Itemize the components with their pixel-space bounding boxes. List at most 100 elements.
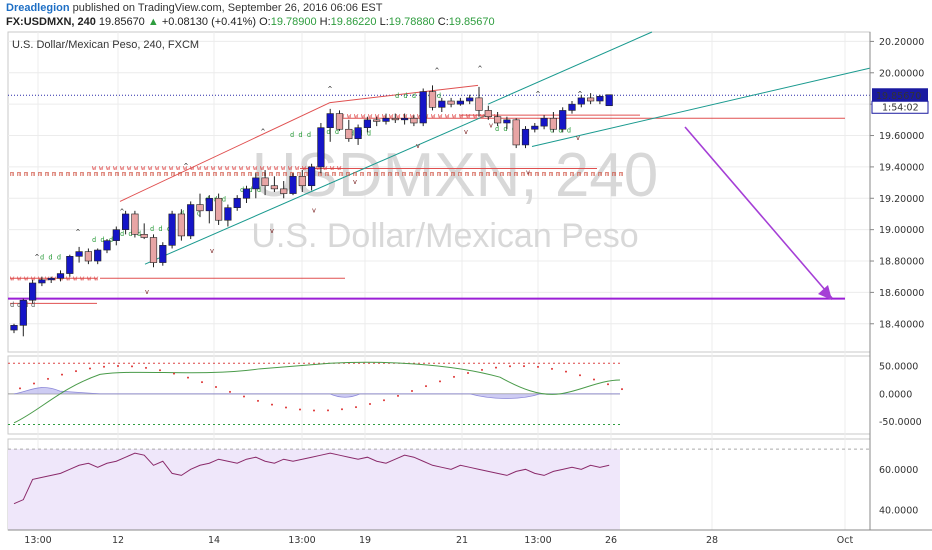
osc-dot (523, 365, 525, 368)
signal-mark: m (185, 170, 189, 178)
osc-dot (411, 390, 413, 393)
candle-body (19, 299, 27, 326)
signal-mark: m (24, 170, 28, 178)
candle-body (103, 240, 111, 251)
candle-body (419, 91, 427, 124)
candle-body (177, 213, 186, 237)
signal-mark: d (31, 301, 35, 309)
candle-body (475, 97, 483, 111)
candle-body (549, 117, 557, 130)
osc-dot (201, 381, 203, 384)
signal-mark: m (241, 170, 245, 178)
y-tick-label: 19.40000 (879, 162, 924, 173)
signal-mark: m (591, 170, 595, 178)
x-tick-label: 28 (706, 535, 718, 546)
candle-body (94, 249, 102, 262)
price-axis[interactable]: 20.2000020.0000019.8000019.6000019.40000… (869, 32, 929, 530)
signal-mark: w (120, 164, 125, 172)
signal-mark: m (507, 170, 511, 178)
signal-mark: m (80, 170, 84, 178)
signal-mark: m (486, 170, 490, 178)
osc-dot (551, 367, 553, 370)
chart-title: U.S. Dollar/Mexican Peso, 240, FXCM (12, 39, 199, 51)
candle-body (400, 117, 409, 121)
signal-mark: w (141, 164, 146, 172)
candle-body (493, 116, 502, 124)
axis-background (870, 32, 932, 530)
signal-mark: m (52, 170, 56, 178)
osc-dot (327, 409, 329, 412)
signal-mark: w (162, 164, 167, 172)
time-axis[interactable]: 13:00 12 14 13:00 19 21 13:00 26 28 Oct (8, 529, 932, 546)
signal-mark: m (612, 170, 616, 178)
signal-mark: w (183, 164, 188, 172)
signal-mark: m (164, 170, 168, 178)
signal-mark: m (290, 170, 294, 178)
last-price-label: 19.85670 (876, 91, 921, 102)
signal-mark: w (211, 164, 216, 172)
x-tick-label: 12 (112, 535, 124, 546)
signal-mark: m (458, 170, 462, 178)
candle-body (252, 177, 260, 190)
y-tick-label: 18.80000 (879, 257, 924, 268)
osc-dot (173, 372, 175, 375)
signal-mark: w (218, 164, 223, 172)
signal-mark: m (297, 170, 301, 178)
x-tick-label: 21 (456, 535, 468, 546)
signal-mark: m (45, 170, 49, 178)
candle-body (140, 234, 148, 238)
signal-mark: m (430, 170, 434, 178)
osc-dot (33, 382, 35, 385)
signal-mark: m (262, 170, 266, 178)
x-tick-label: 13:00 (288, 535, 315, 546)
signal-mark: m (115, 170, 119, 178)
signal-mark: d (10, 301, 14, 309)
annotations: w w w w w w w w w w ww w w w w w w w w w w w w w w w w w w w w w w w w w w w w… (8, 31, 871, 309)
signal-mark: m (374, 170, 378, 178)
channel-line-lower (531, 67, 871, 147)
osc-dot (89, 367, 91, 370)
candle-body (187, 204, 195, 237)
chevron-down-icon: v (145, 288, 149, 296)
candle-body (568, 103, 576, 111)
signal-mark: m (227, 170, 231, 178)
signal-mark: w (459, 112, 464, 120)
osc-dot (215, 385, 217, 388)
osc-dot (257, 399, 259, 402)
symbol-info: FX:USDMXN, 240 19.85670 ▲ +0.08130 (+0.4… (6, 16, 495, 28)
signal-mark: w (302, 164, 307, 172)
signal-mark: w (431, 112, 436, 120)
signal-mark: w (87, 274, 92, 282)
osc-dot (495, 366, 497, 369)
signal-mark: m (66, 170, 70, 178)
signal-mark: w (10, 274, 15, 282)
publish-text: published on TradingView.com, September … (72, 2, 383, 14)
osc-tick-label: -50.0000 (879, 417, 922, 428)
low-label: L: (379, 16, 389, 28)
chevron-up-icon: ^ (435, 67, 439, 75)
candle-body (521, 128, 530, 146)
osc-dot (537, 365, 539, 368)
signal-mark: m (10, 170, 14, 178)
author-link[interactable]: Dreadlegion (6, 2, 70, 14)
rsi-tick-label: 40.0000 (879, 505, 918, 516)
signal-mark: w (204, 164, 209, 172)
signal-mark: m (514, 170, 518, 178)
chevron-down-icon: v (312, 206, 316, 214)
candle-body (531, 125, 539, 130)
signal-mark: w (148, 164, 153, 172)
candle-body (159, 245, 167, 263)
osc-dot (313, 409, 315, 412)
last-price: 19.85670 (98, 16, 145, 28)
chevron-down-icon: v (416, 142, 420, 150)
signal-mark: m (535, 170, 539, 178)
signal-mark: d d d (240, 186, 261, 194)
chevron-down-icon: v (526, 169, 530, 177)
signal-mark: m (304, 170, 308, 178)
chevron-up-icon: ^ (184, 162, 188, 170)
signal-mark: d d d (318, 128, 339, 136)
low-value: 19.78880 (388, 16, 435, 28)
signal-mark: w (113, 164, 118, 172)
osc-dot (243, 395, 245, 398)
